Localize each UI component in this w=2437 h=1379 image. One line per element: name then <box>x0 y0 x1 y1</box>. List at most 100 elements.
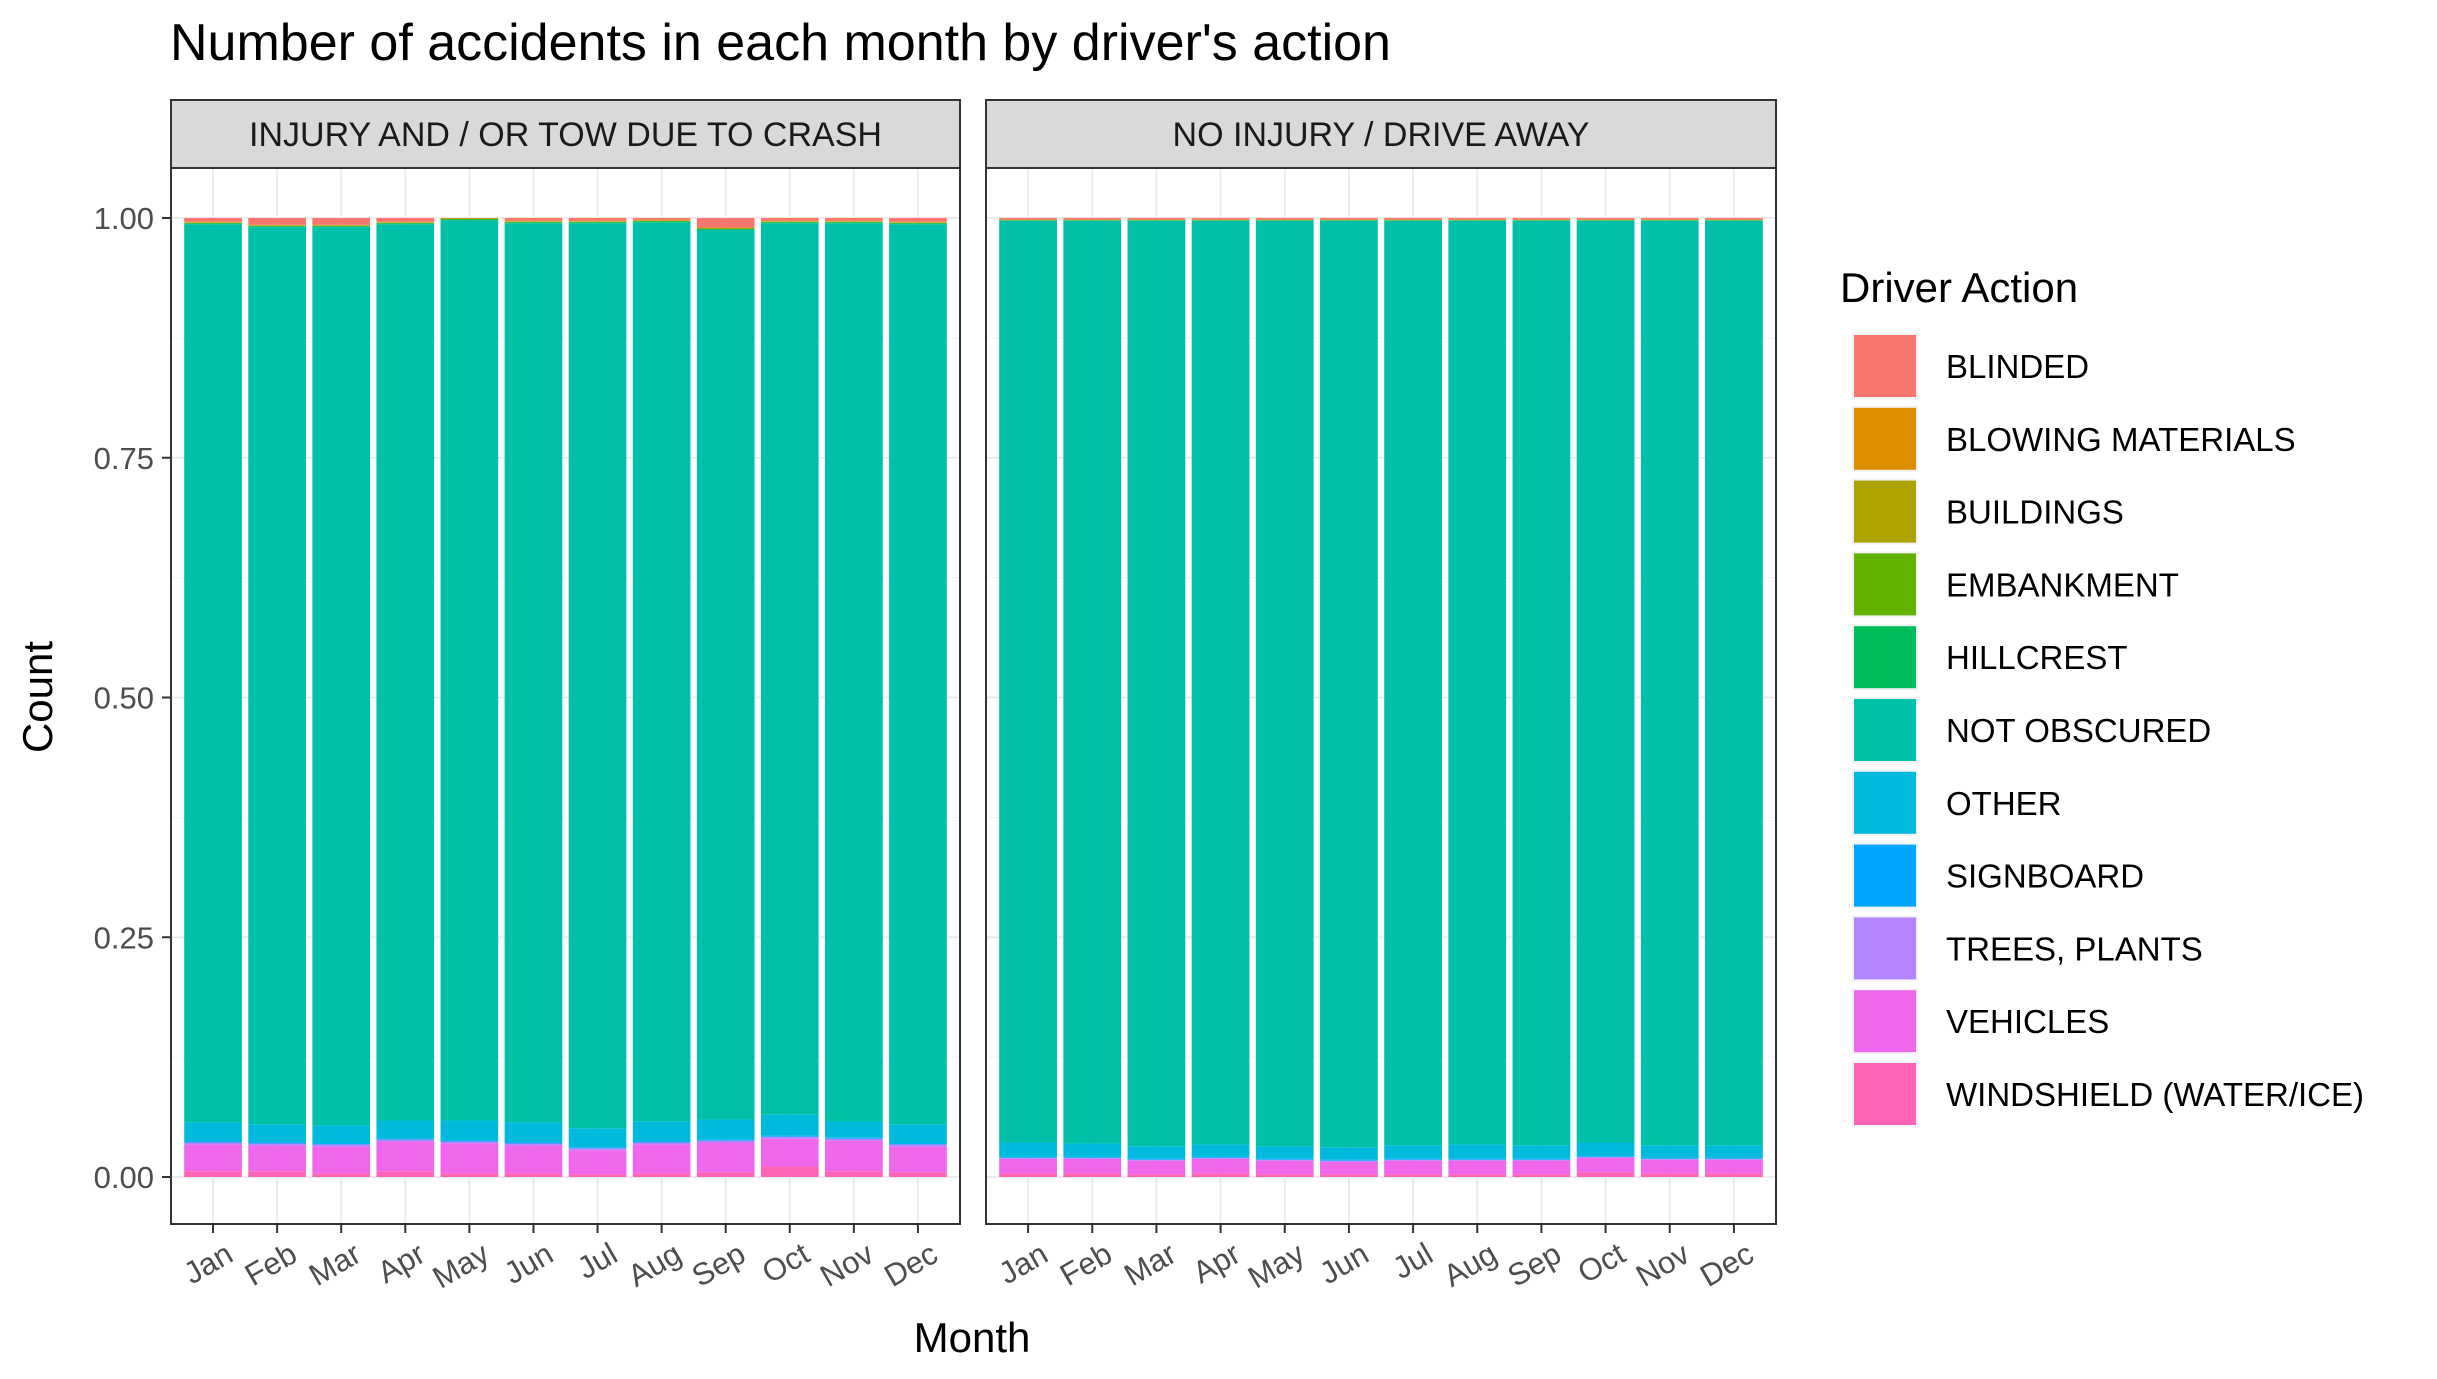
bar-segment <box>504 223 563 1123</box>
bar-segment <box>312 1173 371 1177</box>
legend-item: BLINDED <box>1852 333 2089 399</box>
bar-segment <box>1448 1174 1507 1177</box>
bar-segment <box>184 1122 242 1142</box>
bar-segment <box>440 220 499 1121</box>
bar-segment <box>999 218 1057 220</box>
bar-segment <box>825 218 883 221</box>
bar-segment <box>696 1142 755 1173</box>
bar-segment <box>825 1121 883 1138</box>
bar-segment <box>1255 220 1314 1147</box>
legend-swatch <box>1854 335 1916 397</box>
bar-segment <box>1640 1158 1699 1160</box>
bar-segment <box>504 1173 563 1177</box>
bar-segment <box>1512 1159 1571 1161</box>
bar-segment <box>312 1143 371 1145</box>
legend-label: BLOWING MATERIALS <box>1946 421 2296 458</box>
bar-segment <box>1576 1172 1635 1177</box>
bar-segment <box>1255 1160 1314 1175</box>
bar-segment <box>1191 220 1250 1145</box>
bar-segment <box>1384 1145 1442 1159</box>
bar-segment <box>1320 220 1378 1148</box>
bar-segment <box>1320 1160 1378 1162</box>
bar-segment <box>825 223 883 1122</box>
bar-segment <box>248 218 306 225</box>
bar-segment <box>1191 218 1250 220</box>
bar-segment <box>1512 1174 1571 1177</box>
facet-strip <box>170 99 961 169</box>
legend-swatch <box>1854 480 1916 543</box>
bar-segment <box>440 219 499 221</box>
bar-segment <box>568 1150 627 1175</box>
bar-segment <box>1191 1157 1250 1159</box>
bar-segment <box>999 1173 1057 1177</box>
bar-segment <box>889 1144 947 1147</box>
bar-segment <box>1576 1142 1635 1156</box>
y-tick-label: 0.00 <box>94 1160 154 1195</box>
legend-item: VEHICLES <box>1852 988 2109 1055</box>
bar-segment <box>1127 1159 1186 1161</box>
legend-item: WINDSHIELD (WATER/ICE) <box>1852 1061 2364 1127</box>
y-axis: 0.00 0.25 0.50 0.75 1.00 <box>94 201 171 1195</box>
bar-segment <box>1384 220 1442 1146</box>
legend-label: BUILDINGS <box>1946 494 2124 531</box>
bar-segment <box>1384 218 1442 220</box>
bar-segment <box>1127 218 1186 220</box>
bar-segment <box>1705 1145 1763 1158</box>
bar-segment <box>760 223 819 1115</box>
bar-segment <box>889 224 947 1125</box>
y-axis-title: Count <box>14 641 61 753</box>
bar-segment <box>696 229 755 1120</box>
y-tick-label: 0.25 <box>94 920 154 955</box>
bar-segment <box>1448 220 1507 1145</box>
bar-segment <box>632 1121 691 1142</box>
bar-segment <box>184 224 242 1123</box>
bar-segment <box>1448 1158 1507 1160</box>
bar-segment <box>1705 1159 1763 1174</box>
bar-segment <box>999 220 1057 1143</box>
legend-label: EMBANKMENT <box>1946 566 2179 603</box>
bar-segment <box>568 1174 627 1177</box>
bar-segment <box>1512 1145 1571 1159</box>
bar-segment <box>1384 1158 1442 1160</box>
bar-segment <box>1705 220 1763 1146</box>
bar-segment <box>1640 220 1699 1146</box>
bar-segment <box>1063 1157 1122 1159</box>
bar-segment <box>1063 1173 1122 1177</box>
bar-segment <box>1063 1156 1122 1158</box>
y-tick-label: 1.00 <box>94 201 154 236</box>
bar-segment <box>825 222 883 224</box>
bar-segment <box>999 1156 1057 1158</box>
legend-item: BUILDINGS <box>1852 478 2124 545</box>
bar-segment <box>504 1142 563 1144</box>
bar-segment <box>1576 1157 1635 1173</box>
legend-swatch <box>1854 553 1916 616</box>
bar-segment <box>568 1147 627 1149</box>
legend-label: HILLCREST <box>1946 639 2128 676</box>
bar-segment <box>1255 218 1314 220</box>
bar-segment <box>184 1141 242 1143</box>
legend-item: BLOWING MATERIALS <box>1852 405 2296 472</box>
bar-segment <box>248 1143 306 1146</box>
bar-segment <box>504 1122 563 1143</box>
bar-segment <box>1448 1144 1507 1159</box>
bar-segment <box>312 226 371 228</box>
bar-segment <box>184 1144 242 1172</box>
bar-segment <box>1255 1159 1314 1161</box>
legend-label: BLINDED <box>1946 348 2089 385</box>
bar-segment <box>312 218 371 225</box>
legend-label: NOT OBSCURED <box>1946 712 2211 749</box>
bar-segment <box>760 1135 819 1137</box>
bar-segment <box>1448 1160 1507 1175</box>
bar-segment <box>1127 220 1186 1147</box>
bar-segment <box>1320 1159 1378 1161</box>
bar-segment <box>760 1114 819 1136</box>
bar-segment <box>1640 1173 1699 1177</box>
bar-segment <box>248 226 306 228</box>
facet-strip <box>985 99 1777 169</box>
bar-segment <box>1255 1174 1314 1177</box>
bar-segment <box>632 1173 691 1177</box>
legend-swatch <box>1854 1063 1916 1125</box>
bar-segment <box>696 1119 755 1140</box>
bar-segment <box>504 1143 563 1146</box>
